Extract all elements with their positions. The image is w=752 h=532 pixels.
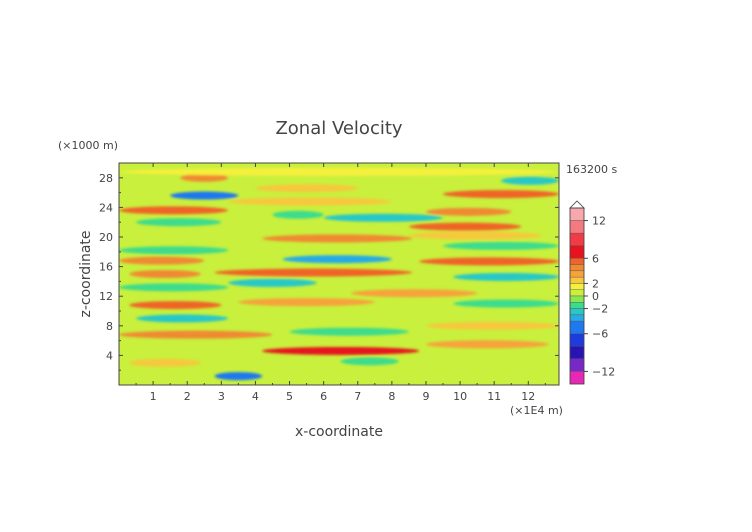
velocity-band — [419, 257, 559, 266]
velocity-band — [443, 190, 559, 199]
chart-title: Zonal Velocity — [275, 118, 402, 139]
x-tick-label: 9 — [422, 390, 429, 403]
velocity-band — [136, 314, 229, 323]
x-tick-label: 1 — [150, 390, 157, 403]
plot-area — [119, 163, 559, 385]
velocity-band — [443, 241, 559, 250]
velocity-band — [119, 256, 205, 265]
plot-frame — [118, 162, 560, 386]
velocity-band — [170, 191, 239, 200]
velocity-band — [180, 173, 229, 182]
velocity-band — [129, 270, 201, 278]
velocity-band — [255, 184, 358, 193]
velocity-band — [129, 358, 201, 367]
velocity-band — [136, 218, 222, 227]
colorbar-swatch — [569, 308, 585, 316]
velocity-band — [425, 207, 512, 216]
velocity-band — [408, 231, 542, 240]
y-tick-label: 28 — [99, 172, 113, 185]
velocity-band — [425, 321, 559, 330]
colorbar-swatch — [569, 314, 585, 322]
colorbar-swatch — [569, 295, 585, 303]
velocity-band — [214, 372, 263, 381]
y-tick-label: 16 — [99, 261, 113, 274]
x-tick-label: 5 — [286, 390, 293, 403]
y-unit-label: (×1000 m) — [58, 139, 118, 152]
velocity-band — [214, 268, 413, 277]
velocity-band — [340, 357, 399, 366]
x-tick-label: 7 — [354, 390, 361, 403]
velocity-band — [228, 197, 392, 206]
colorbar-swatch — [569, 258, 585, 265]
colorbar-tick-label: −12 — [592, 365, 615, 378]
velocity-band — [289, 327, 409, 336]
colorbar-swatch — [569, 264, 585, 272]
colorbar-tick-label: −6 — [592, 328, 608, 341]
velocity-band — [262, 234, 413, 243]
colorbar-swatch — [569, 333, 585, 347]
colorbar-swatch — [569, 283, 585, 290]
x-tick-label: 2 — [184, 390, 191, 403]
colorbar-tick-label: −2 — [592, 303, 608, 316]
velocity-band — [425, 340, 549, 349]
colorbar-swatch — [569, 371, 585, 385]
x-tick-label: 12 — [521, 390, 535, 403]
velocity-band — [262, 346, 420, 355]
colorbar-swatch — [569, 320, 585, 334]
velocity-band — [453, 299, 559, 308]
x-tick-label: 11 — [487, 390, 501, 403]
x-unit-label: (×1E4 m) — [510, 404, 563, 417]
y-tick-label: 4 — [106, 349, 113, 362]
velocity-band — [119, 167, 559, 176]
y-tick-label: 8 — [106, 320, 113, 333]
velocity-band — [282, 255, 392, 264]
colorbar-swatch — [569, 245, 585, 259]
velocity-band — [238, 298, 375, 307]
colorbar-swatch — [569, 220, 585, 234]
velocity-band — [119, 283, 229, 292]
velocity-band — [408, 222, 522, 231]
y-tick-label: 20 — [99, 231, 113, 244]
velocity-band — [323, 213, 444, 222]
y-tick-label: 12 — [99, 290, 113, 303]
colorbar-tick-label: 0 — [592, 290, 599, 303]
x-axis-label: x-coordinate — [295, 424, 383, 440]
colorbar-swatch — [569, 207, 585, 221]
x-tick-label: 3 — [218, 390, 225, 403]
x-axis: 1 2 3 4 5 6 7 8 9 10 11 12 — [135, 163, 546, 403]
colorbar-extend-arrow — [569, 200, 585, 209]
colorbar-swatch — [569, 358, 585, 372]
colorbar-swatch — [569, 346, 585, 360]
colorbar: 12 6 20−2 −6 −12 — [569, 200, 615, 385]
colorbar-swatch — [569, 289, 585, 297]
x-tick-label: 8 — [388, 390, 395, 403]
velocity-band — [119, 330, 273, 339]
colorbar-swatch — [569, 232, 585, 246]
x-tick-label: 10 — [453, 390, 467, 403]
velocity-band — [129, 301, 222, 310]
velocity-band — [272, 210, 324, 219]
time-label: 163200 s — [566, 163, 617, 176]
colorbar-tick-label: 2 — [592, 277, 599, 290]
x-tick-label: 6 — [320, 390, 327, 403]
velocity-band — [119, 206, 229, 215]
velocity-band — [228, 278, 317, 287]
y-tick-label: 24 — [99, 201, 113, 214]
y-axis: 4 8 12 16 20 24 28 — [99, 172, 559, 371]
colorbar-tick-label: 12 — [592, 215, 606, 228]
x-tick-label: 4 — [252, 390, 259, 403]
y-axis-label: z-coordinate — [78, 230, 94, 317]
colorbar-tick-label: 6 — [592, 252, 599, 265]
velocity-band — [119, 246, 229, 255]
colorbar-swatch — [569, 270, 585, 278]
velocity-band — [350, 289, 478, 298]
colorbar-swatch — [569, 276, 585, 284]
velocity-band — [501, 176, 559, 185]
colorbar-swatch — [569, 302, 585, 309]
velocity-band — [453, 272, 559, 281]
